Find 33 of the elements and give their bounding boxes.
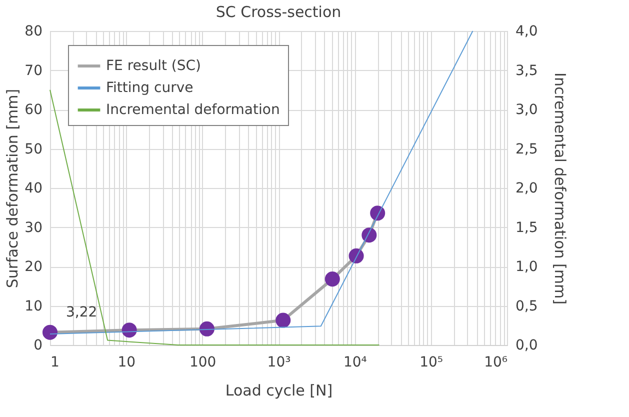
- y2-axis-title: Incremental deformation [mm]: [550, 72, 569, 304]
- x-tick-label: 10⁵: [420, 354, 444, 370]
- y2-tick-label: 2,0: [516, 180, 538, 196]
- y-tick-label: 70: [24, 62, 42, 79]
- y-tick-label: 20: [24, 259, 42, 275]
- legend-label: FE result (SC): [106, 58, 201, 74]
- x-axis-title: Load cycle [N]: [225, 382, 333, 400]
- chart-title: SC Cross-section: [216, 3, 342, 21]
- y2-tick-label: 0,0: [516, 338, 538, 354]
- y-tick-label: 50: [24, 141, 42, 158]
- x-tick-label: 10⁶: [484, 354, 508, 370]
- legend-label: Fitting curve: [106, 80, 194, 96]
- legend-label: Incremental deformation: [106, 102, 280, 118]
- x-tick-label: 1: [50, 354, 60, 370]
- y-axis-title: Surface deformation [mm]: [4, 88, 22, 288]
- y2-tick-label: 1,0: [516, 259, 538, 275]
- y-tick-label: 80: [24, 24, 42, 40]
- x-tick-label: 10: [118, 354, 136, 370]
- y2-tick-label: 0,5: [516, 298, 538, 314]
- y2-tick-label: 3,0: [516, 102, 538, 118]
- y2-tick-label: 2,5: [516, 141, 538, 158]
- y-tick-label: 10: [24, 298, 42, 314]
- x-tick-label: 100: [189, 354, 216, 370]
- x-tick-label: 10⁴: [343, 354, 368, 370]
- y-tick-label: 40: [24, 180, 42, 196]
- y2-tick-label: 4,0: [516, 24, 538, 40]
- y-tick-label: 0: [34, 338, 42, 354]
- y2-tick-label: 1,5: [516, 220, 538, 236]
- y-tick-label: 60: [24, 102, 42, 118]
- y-tick-label: 30: [24, 220, 42, 236]
- annotation: 3,22: [66, 304, 98, 320]
- y2-tick-label: 3,5: [516, 62, 538, 79]
- x-tick-label: 10³: [267, 354, 291, 370]
